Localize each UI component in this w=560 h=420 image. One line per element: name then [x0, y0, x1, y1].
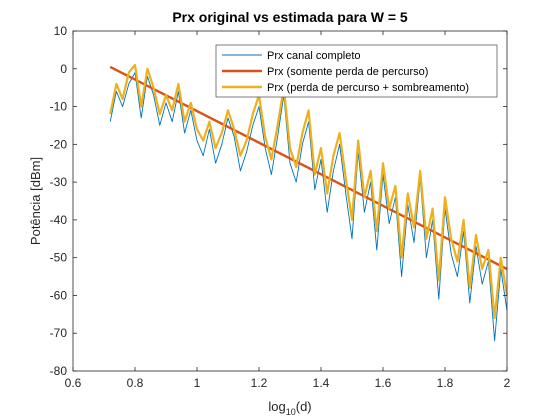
legend: Prx canal completo Prx (somente perda de… — [215, 44, 498, 98]
y-tick-label: -80 — [50, 364, 68, 378]
ticks-layer: 0.6 0.8 1 1.2 1.4 1.6 1.8 2 10 0 -10 -20 -30 -40 -50 -6… — [50, 24, 511, 390]
legend-box — [215, 44, 498, 98]
y-tick-label: -20 — [50, 137, 68, 151]
legend-label-series-2: Prx (perda de percurso + sombreamento) — [267, 82, 469, 94]
x-axis-title: log10(d) — [268, 399, 311, 417]
legend-label-series-0: Prx canal completo — [267, 50, 361, 62]
y-axis-title: Potência [dBm] — [28, 157, 43, 245]
x-tick-label: 1.2 — [251, 376, 268, 390]
y-tick-label: -40 — [50, 213, 68, 227]
x-tick-label: 0.6 — [65, 376, 82, 390]
series-layer — [109, 63, 509, 342]
legend-label-series-1: Prx (somente perda de percurso) — [267, 66, 428, 78]
x-tick-label: 1.8 — [437, 376, 454, 390]
x-axis-title-base: log — [268, 399, 285, 414]
y-tick-label: -70 — [50, 326, 68, 340]
x-tick-label: 1.6 — [375, 376, 392, 390]
y-tick-label: 0 — [60, 62, 67, 76]
x-tick-label: 1.4 — [313, 376, 330, 390]
chart-title: Prx original vs estimada para W = 5 — [172, 9, 408, 25]
x-axis-title-subscript: 10 — [286, 407, 296, 417]
x-tick-label: 2 — [504, 376, 511, 390]
x-tick-label: 1 — [194, 376, 201, 390]
series-line-2 — [109, 63, 509, 320]
x-tick-label: 0.8 — [127, 376, 144, 390]
y-tick-label: -30 — [50, 175, 68, 189]
x-axis-title-rest: (d) — [296, 399, 312, 414]
y-tick-label: -50 — [50, 251, 68, 265]
y-tick-label: -60 — [50, 288, 68, 302]
y-tick-label: -10 — [50, 100, 68, 114]
series-line-1 — [109, 65, 508, 271]
y-tick-label: 10 — [54, 24, 68, 38]
axes-box — [72, 30, 508, 372]
